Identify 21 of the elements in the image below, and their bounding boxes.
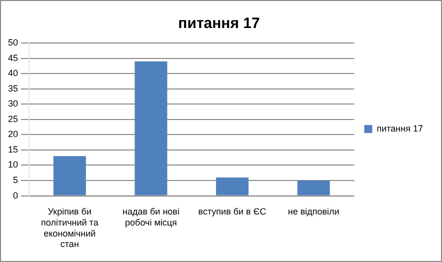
y-tick-label: 20 — [8, 129, 18, 140]
x-tick-label: надав би нові робочі місця — [122, 206, 180, 228]
x-tick-label: вступив би в ЄС — [198, 206, 267, 217]
y-tick-label: 15 — [8, 144, 18, 154]
y-tick-label: 5 — [12, 175, 18, 186]
y-tick-label: 35 — [8, 83, 18, 94]
y-tick-label: 45 — [8, 52, 18, 63]
legend-label: питання 17 — [376, 123, 424, 134]
y-tick-label: 10 — [8, 160, 18, 170]
bar — [297, 180, 330, 196]
bar — [216, 177, 249, 196]
y-tick-label: 0 — [12, 190, 18, 200]
bar — [53, 156, 86, 196]
chart-title: питання 17 — [178, 15, 260, 32]
bar — [134, 61, 168, 196]
y-tick-label: 40 — [8, 68, 18, 78]
x-tick-label: не відповіли — [288, 206, 340, 217]
x-tick-label: Укріпив би політичний та економічний стан — [41, 206, 98, 250]
y-tick-label: 25 — [8, 114, 18, 124]
y-tick-label: 30 — [8, 98, 18, 109]
y-tick-label: 50 — [8, 37, 18, 48]
